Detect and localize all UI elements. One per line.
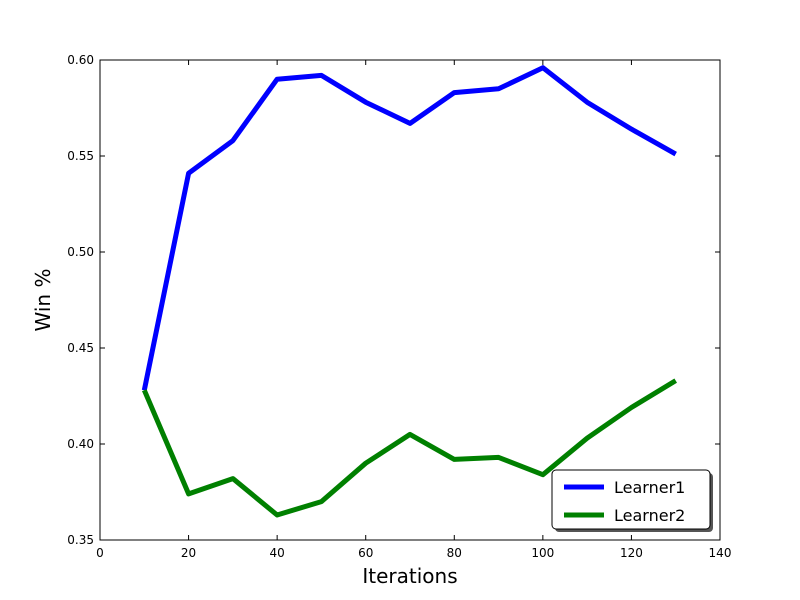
- x-tick-label: 0: [96, 546, 104, 560]
- y-tick-label: 0.55: [67, 149, 94, 163]
- x-axis-label: Iterations: [362, 564, 457, 588]
- x-tick-label: 60: [358, 546, 373, 560]
- series-line-learner1: [141, 65, 677, 391]
- y-tick-label: 0.35: [67, 533, 94, 547]
- series-line-learner2: [142, 378, 677, 518]
- y-tick-label: 0.60: [67, 53, 94, 67]
- y-tick-label: 0.50: [67, 245, 94, 259]
- plot-frame: [99, 59, 721, 541]
- plot-area: [100, 60, 720, 540]
- x-tick-label: 120: [620, 546, 643, 560]
- x-tick-label: 100: [531, 546, 554, 560]
- legend-label: Learner2: [614, 506, 685, 525]
- x-tick-label: 140: [709, 546, 732, 560]
- legend-label: Learner1: [614, 478, 685, 497]
- y-tick-label: 0.40: [67, 437, 94, 451]
- x-tick-label: 20: [181, 546, 196, 560]
- y-tick-label: 0.45: [67, 341, 94, 355]
- x-tick-label: 40: [270, 546, 285, 560]
- y-axis: 0.35 0.40 0.45 0.50 0.55 0.60: [67, 53, 720, 547]
- x-axis: 0 20 40 60 80 100 120 140: [96, 60, 731, 560]
- legend: Learner1 Learner2: [551, 469, 713, 532]
- y-axis-label: Win %: [31, 269, 55, 332]
- x-tick-label: 80: [447, 546, 462, 560]
- series-layer: [141, 65, 677, 518]
